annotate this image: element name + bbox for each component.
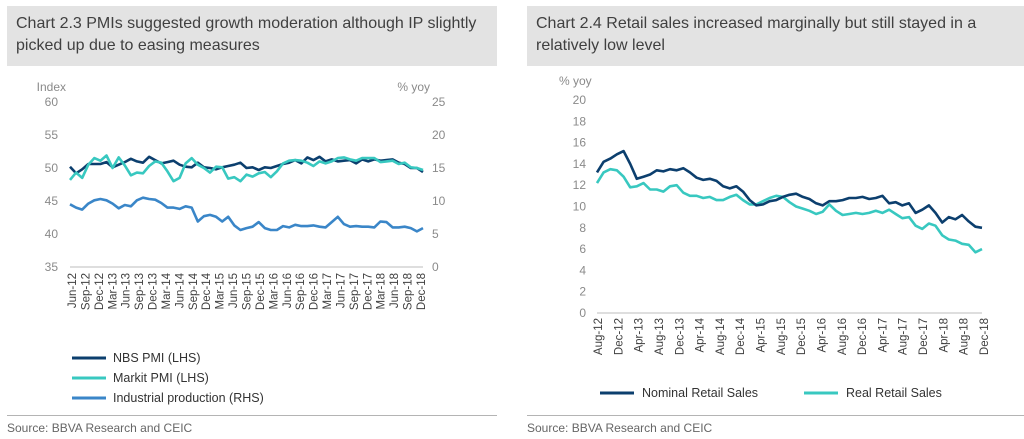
- y-tick-label: 6: [579, 242, 586, 256]
- y-tick-label: 16: [573, 136, 587, 150]
- y-tick-label: 0: [579, 306, 586, 320]
- series-line: [595, 149, 983, 230]
- x-tick-label: Aug-18: [959, 318, 971, 355]
- y-tick-label: 2: [579, 285, 586, 299]
- y-axis-label: % yoy: [559, 74, 592, 88]
- y-tick-label: 14: [573, 157, 587, 171]
- y-tick-label: 4: [579, 263, 586, 277]
- x-tick-label: Dec-13: [148, 273, 160, 310]
- legend-label: Markit PMI (LHS): [113, 371, 209, 385]
- legend-label: Industrial production (RHS): [113, 391, 264, 405]
- legend-label: Nominal Retail Sales: [642, 386, 758, 400]
- y-tick-label-left: 35: [45, 260, 59, 274]
- x-tick-label: Apr-16: [817, 318, 829, 353]
- x-tick-label: Dec-12: [94, 273, 106, 310]
- x-tick-label: Mar-13: [107, 273, 119, 309]
- x-tick-label: Dec-15: [796, 318, 808, 355]
- y-tick-label-right: 0: [432, 260, 439, 274]
- y-tick-label-right: 20: [432, 128, 446, 142]
- x-tick-label: Jun-15: [228, 273, 240, 308]
- source-note: Source: BBVA Research and CEIC: [7, 415, 497, 439]
- x-tick-label: Dec-14: [201, 272, 213, 310]
- y-tick-label: 10: [573, 200, 587, 214]
- y-tick-label-left: 45: [45, 194, 59, 208]
- x-tick-label: Mar-16: [268, 273, 280, 309]
- x-tick-label: Dec-18: [979, 318, 991, 355]
- x-tick-label: Sep-17: [349, 273, 361, 310]
- x-tick-label: Dec-16: [309, 273, 321, 310]
- right-axis-label: % yoy: [397, 80, 430, 94]
- x-tick-label: Jun-17: [336, 273, 348, 308]
- x-tick-label: Apr-15: [756, 318, 768, 353]
- y-tick-label: 8: [579, 221, 586, 235]
- x-tick-label: Dec-16: [857, 318, 869, 355]
- y-tick-label-left: 55: [45, 128, 59, 142]
- y-tick-label-right: 15: [432, 161, 446, 175]
- x-tick-label: Sep-18: [403, 273, 415, 310]
- x-tick-label: Mar-17: [322, 273, 334, 309]
- x-tick-label: Jun-14: [174, 272, 186, 308]
- y-tick-label: 18: [573, 114, 587, 128]
- y-tick-label-left: 50: [45, 161, 59, 175]
- x-tick-label: Dec-13: [674, 318, 686, 355]
- x-tick-label: Aug-12: [593, 318, 605, 355]
- chart-title: Chart 2.3 PMIs suggested growth moderati…: [7, 6, 497, 66]
- x-tick-label: Dec-12: [613, 318, 625, 355]
- x-tick-label: Aug-13: [654, 318, 666, 355]
- x-tick-label: Dec-14: [735, 317, 747, 355]
- x-tick-label: Dec-15: [255, 273, 267, 310]
- series-line: [595, 167, 983, 254]
- x-tick-label: Dec-17: [362, 273, 374, 310]
- series-line: [69, 154, 424, 183]
- legend-label: NBS PMI (LHS): [113, 351, 201, 365]
- x-tick-label: Sep-14: [188, 272, 200, 310]
- x-tick-label: Mar-15: [215, 273, 227, 309]
- series-line: [69, 196, 424, 233]
- source-note: Source: BBVA Research and CEIC: [527, 415, 1024, 439]
- chart-panel-retail: Chart 2.4 Retail sales increased margina…: [527, 0, 1024, 439]
- x-tick-label: Apr-13: [634, 318, 646, 353]
- y-tick-label: 20: [573, 93, 587, 107]
- x-tick-label: Dec-17: [918, 318, 930, 355]
- x-tick-label: Sep-15: [242, 273, 254, 310]
- x-tick-label: Sep-16: [295, 273, 307, 310]
- x-tick-label: Mar-14: [161, 272, 173, 309]
- left-axis-label: Index: [37, 80, 66, 94]
- x-tick-label: Aug-16: [837, 318, 849, 355]
- y-tick-label: 12: [573, 178, 587, 192]
- y-tick-label-left: 40: [45, 227, 59, 241]
- x-tick-label: Apr-14: [695, 317, 707, 352]
- series-line: [69, 155, 424, 175]
- x-tick-label: Sep-12: [80, 273, 92, 310]
- y-tick-label-left: 60: [45, 95, 59, 109]
- x-tick-label: Jun-18: [389, 273, 401, 308]
- x-tick-label: Aug-14: [715, 317, 727, 355]
- x-tick-label: Dec-18: [416, 273, 428, 310]
- x-tick-label: Apr-18: [938, 318, 950, 353]
- retail-sales-chart: % yoy 0 2 4 6 8 10 12 14 16 18 20 Aug-12 Dec-12 Apr-13…: [559, 74, 991, 400]
- x-tick-label: Jun-16: [282, 273, 294, 308]
- legend-label: Real Retail Sales: [846, 386, 942, 400]
- chart-title: Chart 2.4 Retail sales increased margina…: [527, 6, 1024, 66]
- x-tick-label: Mar-18: [376, 273, 388, 309]
- x-tick-label: Apr-17: [877, 318, 889, 353]
- y-tick-label-right: 25: [432, 95, 446, 109]
- x-tick-label: Sep-13: [134, 273, 146, 310]
- x-tick-label: Aug-17: [898, 318, 910, 355]
- x-tick-label: Jun-12: [67, 273, 79, 308]
- y-tick-label-right: 10: [432, 194, 446, 208]
- x-tick-label: Aug-15: [776, 318, 788, 355]
- chart-panel-pmi: Chart 2.3 PMIs suggested growth moderati…: [0, 0, 500, 439]
- y-tick-label-right: 5: [432, 227, 439, 241]
- x-tick-label: Jun-13: [121, 273, 133, 308]
